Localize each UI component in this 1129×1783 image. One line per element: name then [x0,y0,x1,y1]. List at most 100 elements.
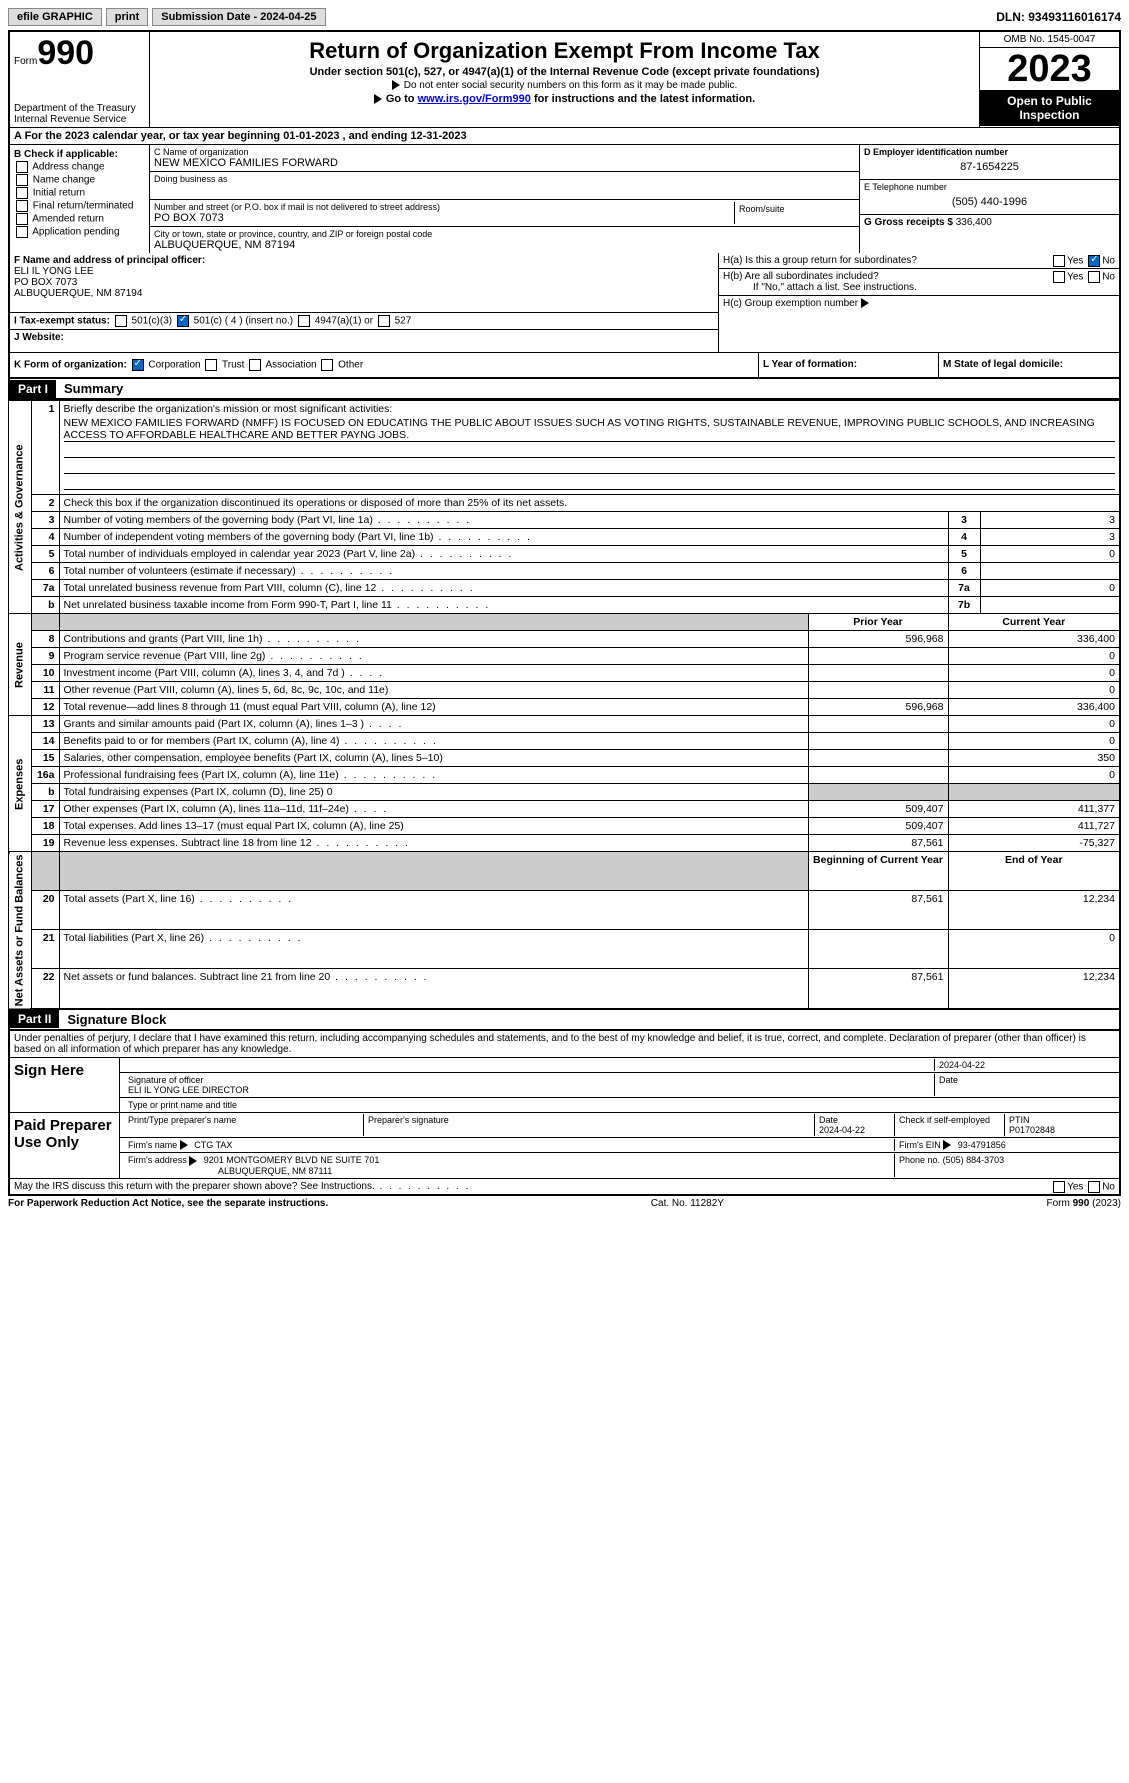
part1-header-row: Part I Summary [8,379,1121,400]
submission-date: Submission Date - 2024-04-25 [152,8,325,26]
chk-address-change[interactable]: Address change [32,162,104,173]
line10-cur: 0 [948,665,1120,682]
line20-cur: 12,234 [948,891,1120,930]
part1-title: Summary [56,379,131,398]
part2-header-row: Part II Signature Block [8,1010,1121,1031]
line16a-prior [808,767,948,784]
sub3-pre: Go to [386,93,418,105]
chk-name-change[interactable]: Name change [33,175,95,186]
line7a-box: 7a [948,580,980,597]
chk-application[interactable]: Application pending [32,227,119,238]
street-label: Number and street (or P.O. box if mail i… [154,202,734,212]
opt-501c[interactable]: 501(c) ( 4 ) (insert no.) [194,316,293,327]
line9-cur: 0 [948,648,1120,665]
print-button[interactable]: print [106,8,148,26]
signature-section: Under penalties of perjury, I declare th… [8,1031,1121,1196]
discuss-yes[interactable]: Yes [1067,1182,1083,1193]
line3-box: 3 [948,512,980,529]
paperwork-notice: For Paperwork Reduction Act Notice, see … [8,1198,328,1209]
prep-name-label: Print/Type preparer's name [124,1114,364,1136]
dba-label: Doing business as [154,174,855,184]
summary-table: Activities & Governance 1 Briefly descri… [8,400,1121,1010]
ein-value: 87-1654225 [864,157,1115,177]
line16a-desc: Professional fundraising fees (Part IX, … [64,769,438,781]
line6-box: 6 [948,563,980,580]
sig-intro: Under penalties of perjury, I declare th… [10,1031,1119,1058]
phone-value: (505) 440-1996 [864,192,1115,212]
page-footer: For Paperwork Reduction Act Notice, see … [8,1196,1121,1211]
form-footer: Form 990 (2023) [1047,1198,1121,1209]
line7b-desc: Net unrelated business taxable income fr… [64,599,491,611]
paid-preparer-label: Paid Preparer Use Only [10,1113,120,1178]
box-i-label: I Tax-exempt status: [14,316,110,327]
form-title: Return of Organization Exempt From Incom… [158,38,971,64]
opt-527[interactable]: 527 [395,316,412,327]
sub3-post: for instructions and the latest informat… [531,93,755,105]
firm-ein: 93-4791856 [958,1140,1006,1150]
part2-label: Part II [10,1010,59,1028]
opt-4947[interactable]: 4947(a)(1) or [315,316,373,327]
box-j-label: J Website: [14,332,64,343]
omb-number: OMB No. 1545-0047 [980,32,1119,48]
hdr-current: Current Year [948,614,1120,631]
line14-prior [808,733,948,750]
sig-date-label: Date [935,1074,1115,1096]
sig-type-label: Type or print name and title [124,1099,1115,1111]
line12-desc: Total revenue—add lines 8 through 11 (mu… [64,701,436,713]
efile-label: efile GRAPHIC [8,8,102,26]
prep-check-label: Check if self-employed [899,1115,990,1125]
hb-yes[interactable]: Yes [1067,272,1083,283]
officer-city: ALBUQUERQUE, NM 87194 [14,288,714,299]
line2-text: Check this box if the organization disco… [64,497,568,509]
hdr-prior: Prior Year [808,614,948,631]
irs-link[interactable]: www.irs.gov/Form990 [418,93,531,105]
gross-label: G Gross receipts $ [864,217,953,228]
dln: DLN: 93493116016174 [996,10,1121,24]
chk-initial-return[interactable]: Initial return [33,188,85,199]
chk-amended[interactable]: Amended return [32,214,104,225]
hc-label: H(c) Group exemption number [723,298,858,309]
line19-prior: 87,561 [808,835,948,852]
discuss-text: May the IRS discuss this return with the… [14,1181,470,1192]
subtitle-2: Do not enter social security numbers on … [404,80,737,91]
hdr-begin: Beginning of Current Year [808,852,948,891]
section-fghi: F Name and address of principal officer:… [8,253,1121,353]
line8-prior: 596,968 [808,631,948,648]
firm-name-label: Firm's name [128,1140,177,1150]
ha-yes[interactable]: Yes [1067,256,1083,267]
ptin-label: PTIN [1009,1115,1030,1125]
line18-cur: 411,727 [948,818,1120,835]
prep-date: 2024-04-22 [819,1125,865,1135]
line14-cur: 0 [948,733,1120,750]
cat-no: Cat. No. 11282Y [651,1198,724,1209]
line4-desc: Number of independent voting members of … [64,531,532,543]
line18-prior: 509,407 [808,818,948,835]
opt-other[interactable]: Other [338,360,363,371]
opt-501c3[interactable]: 501(c)(3) [132,316,173,327]
firm-addr2: ALBUQUERQUE, NM 87111 [128,1166,332,1176]
line18-desc: Total expenses. Add lines 13–17 (must eq… [64,820,404,832]
line6-val [980,563,1120,580]
box-f-label: F Name and address of principal officer: [14,255,714,266]
firm-addr1: 9201 MONTGOMERY BLVD NE SUITE 701 [204,1155,380,1165]
line19-cur: -75,327 [948,835,1120,852]
hb-no[interactable]: No [1102,272,1115,283]
line11-prior [808,682,948,699]
line3-val: 3 [980,512,1120,529]
officer-street: PO BOX 7073 [14,277,714,288]
line17-cur: 411,377 [948,801,1120,818]
line21-desc: Total liabilities (Part X, line 26) [64,932,303,944]
opt-assoc[interactable]: Association [265,360,316,371]
discuss-no[interactable]: No [1102,1182,1115,1193]
line6-desc: Total number of volunteers (estimate if … [64,565,395,577]
line22-prior: 87,561 [808,969,948,1009]
form-header: Form990 Department of the Treasury Inter… [8,30,1121,127]
box-b-title: B Check if applicable: [14,149,145,160]
form-label: Form [14,56,37,67]
line7a-desc: Total unrelated business revenue from Pa… [64,582,475,594]
opt-trust[interactable]: Trust [222,360,244,371]
chk-final-return[interactable]: Final return/terminated [33,201,134,212]
line20-prior: 87,561 [808,891,948,930]
ha-no[interactable]: No [1102,256,1115,267]
opt-corp[interactable]: Corporation [148,360,200,371]
